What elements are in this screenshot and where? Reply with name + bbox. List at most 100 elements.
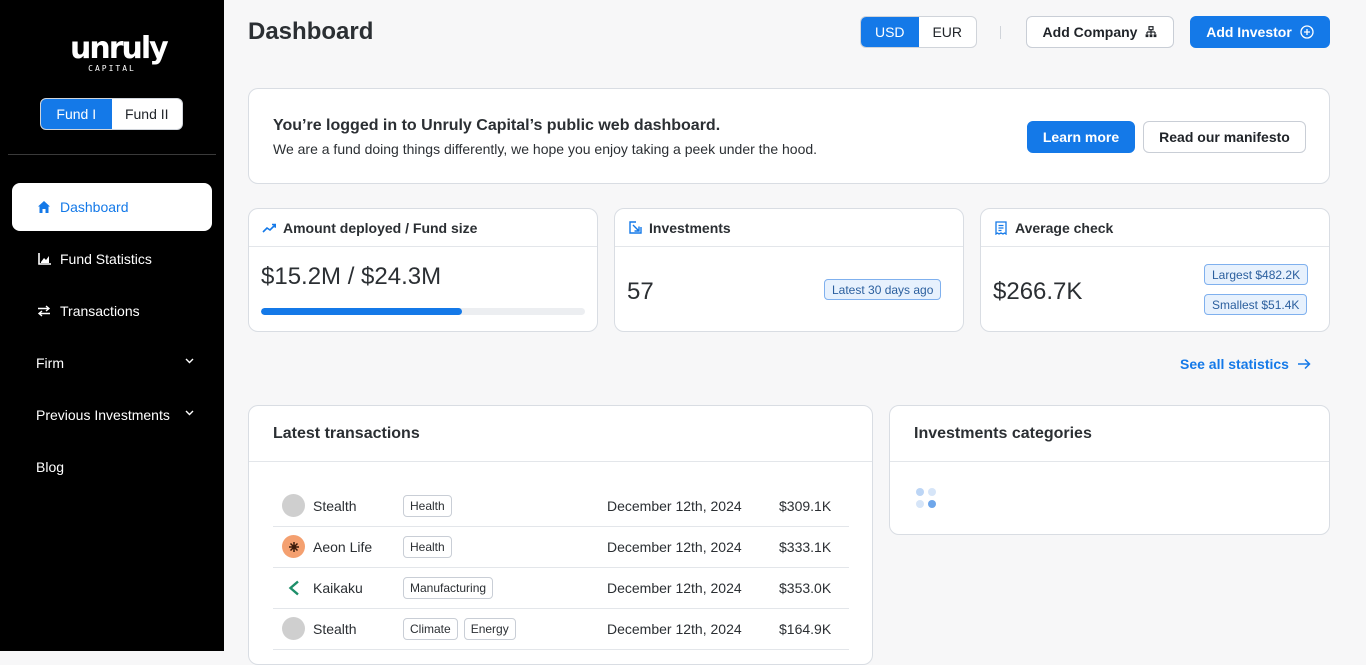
latest-transactions-panel: Latest transactions Stealth Health Decem…: [248, 405, 873, 665]
tag-list: Health: [403, 495, 452, 517]
sidebar-item-label: Previous Investments: [36, 407, 170, 423]
sector-tag: Climate: [403, 618, 458, 640]
card-header: Amount deployed / Fund size: [249, 209, 597, 247]
tag-list: Manufacturing: [403, 577, 494, 599]
sidebar-item-label: Firm: [36, 355, 64, 371]
tag-list: Health: [403, 536, 452, 558]
investments-count: 57: [627, 278, 654, 305]
sidebar-item-dashboard[interactable]: Dashboard: [12, 183, 212, 231]
chevron-down-icon: [185, 356, 194, 367]
investment-categories-panel: Investments categories: [889, 405, 1330, 535]
investments-card: Investments 57 Latest 30 days ago: [614, 208, 964, 332]
sidebar-item-previous-investments[interactable]: Previous Investments: [12, 391, 212, 439]
add-company-button[interactable]: Add Company: [1026, 16, 1174, 48]
company-name: Aeon Life: [313, 539, 373, 555]
learn-more-button[interactable]: Learn more: [1027, 121, 1135, 153]
sidebar-item-fund-statistics[interactable]: Fund Statistics: [12, 235, 212, 283]
transaction-amount: $333.1K: [779, 539, 832, 555]
company-name: Stealth: [313, 498, 357, 514]
org-chart-icon: [1145, 26, 1157, 38]
table-row[interactable]: Stealth Health December 12th, 2024 $309.…: [273, 486, 849, 527]
receipt-icon: [993, 220, 1009, 236]
average-check-card: Average check $266.7K Largest $482.2K Sm…: [980, 208, 1330, 332]
card-title: Average check: [1015, 219, 1114, 236]
fund-i-button[interactable]: Fund I: [41, 99, 112, 129]
main-content: Dashboard USD EUR Add Company Add Invest…: [248, 0, 1330, 665]
transaction-date: December 12th, 2024: [607, 498, 742, 514]
sidebar-nav: Dashboard Fund Statistics Transactions F…: [12, 183, 212, 495]
card-header: Investments: [615, 209, 963, 247]
home-icon: [36, 199, 52, 215]
sidebar-item-blog[interactable]: Blog: [12, 443, 212, 491]
read-manifesto-button[interactable]: Read our manifesto: [1143, 121, 1306, 153]
transaction-amount: $164.9K: [779, 621, 832, 637]
swap-icon: [36, 303, 52, 319]
largest-check-badge: Largest $482.2K: [1204, 264, 1309, 285]
stealth-logo: [282, 494, 305, 517]
sidebar-item-transactions[interactable]: Transactions: [12, 287, 212, 335]
unruly-capital-logo[interactable]: unruly CAPITAL: [70, 31, 169, 74]
sidebar-item-label: Blog: [36, 459, 65, 475]
tag-list: Climate Energy: [403, 618, 516, 640]
plus-circle-icon: [1300, 25, 1314, 39]
currency-toggle: USD EUR: [860, 16, 977, 48]
see-all-label: See all statistics: [1180, 356, 1289, 372]
trend-up-icon: [261, 220, 277, 236]
transaction-amount: $353.0K: [779, 580, 832, 596]
logo-wordmark: unruly: [70, 31, 169, 66]
company-name: Stealth: [313, 621, 357, 637]
add-investor-label: Add Investor: [1206, 24, 1292, 40]
fund-toggle: Fund I Fund II: [40, 98, 183, 130]
stealth-logo: [282, 617, 305, 640]
transaction-date: December 12th, 2024: [607, 621, 742, 637]
smallest-check-badge: Smallest $51.4K: [1204, 294, 1308, 315]
latest-investment-badge: Latest 30 days ago: [824, 279, 942, 300]
logo-subtitle: CAPITAL: [88, 64, 136, 73]
transaction-amount: $309.1K: [779, 498, 832, 514]
add-investor-button[interactable]: Add Investor: [1190, 16, 1330, 48]
see-all-statistics-link[interactable]: See all statistics: [1180, 356, 1311, 372]
welcome-text: We are a fund doing things differently, …: [273, 141, 818, 157]
sidebar-item-label: Fund Statistics: [60, 251, 152, 267]
sidebar-item-label: Dashboard: [60, 199, 129, 215]
add-company-label: Add Company: [1042, 24, 1138, 40]
panel-title: Latest transactions: [249, 406, 872, 462]
chart-icon: [36, 251, 52, 267]
card-title: Investments: [649, 219, 731, 236]
transaction-date: December 12th, 2024: [607, 580, 742, 596]
card-header: Average check: [981, 209, 1329, 247]
transactions-list: Stealth Health December 12th, 2024 $309.…: [273, 486, 849, 650]
loading-spinner-icon: [916, 488, 940, 512]
chevron-down-icon: [185, 408, 194, 419]
welcome-banner: You’re logged in to Unruly Capital’s pub…: [248, 88, 1330, 184]
header-divider: [1000, 26, 1001, 39]
page-title: Dashboard: [248, 18, 374, 45]
fund-ii-button[interactable]: Fund II: [124, 106, 169, 122]
sidebar: unruly CAPITAL Fund I Fund II Dashboard …: [0, 0, 224, 651]
table-row[interactable]: Aeon Life Health December 12th, 2024 $33…: [273, 527, 849, 568]
amount-deployed-card: Amount deployed / Fund size $15.2M / $24…: [248, 208, 598, 332]
sector-tag: Energy: [463, 618, 516, 640]
sector-tag: Manufacturing: [403, 577, 494, 599]
table-row[interactable]: Stealth Climate Energy December 12th, 20…: [273, 609, 849, 650]
welcome-heading: You’re logged in to Unruly Capital’s pub…: [273, 117, 721, 134]
table-row[interactable]: Kaikaku Manufacturing December 12th, 202…: [273, 568, 849, 609]
company-name: Kaikaku: [313, 580, 363, 596]
deployment-progress-bar: [261, 308, 585, 315]
eur-button[interactable]: EUR: [932, 24, 963, 40]
average-check-value: $266.7K: [993, 278, 1083, 305]
card-title: Amount deployed / Fund size: [283, 219, 478, 236]
sidebar-item-label: Transactions: [60, 303, 140, 319]
sidebar-item-firm[interactable]: Firm: [12, 339, 212, 387]
kaikaku-logo: [282, 576, 305, 599]
investments-icon: [627, 220, 643, 236]
amount-deployed-value: $15.2M / $24.3M: [261, 263, 442, 290]
sector-tag: Health: [403, 536, 452, 558]
usd-button[interactable]: USD: [861, 17, 919, 47]
panel-title: Investments categories: [890, 406, 1329, 462]
progress-fill: [261, 308, 462, 315]
arrow-right-icon: [1297, 358, 1311, 370]
transaction-date: December 12th, 2024: [607, 539, 742, 555]
sidebar-divider: [8, 154, 216, 155]
sector-tag: Health: [403, 495, 452, 517]
